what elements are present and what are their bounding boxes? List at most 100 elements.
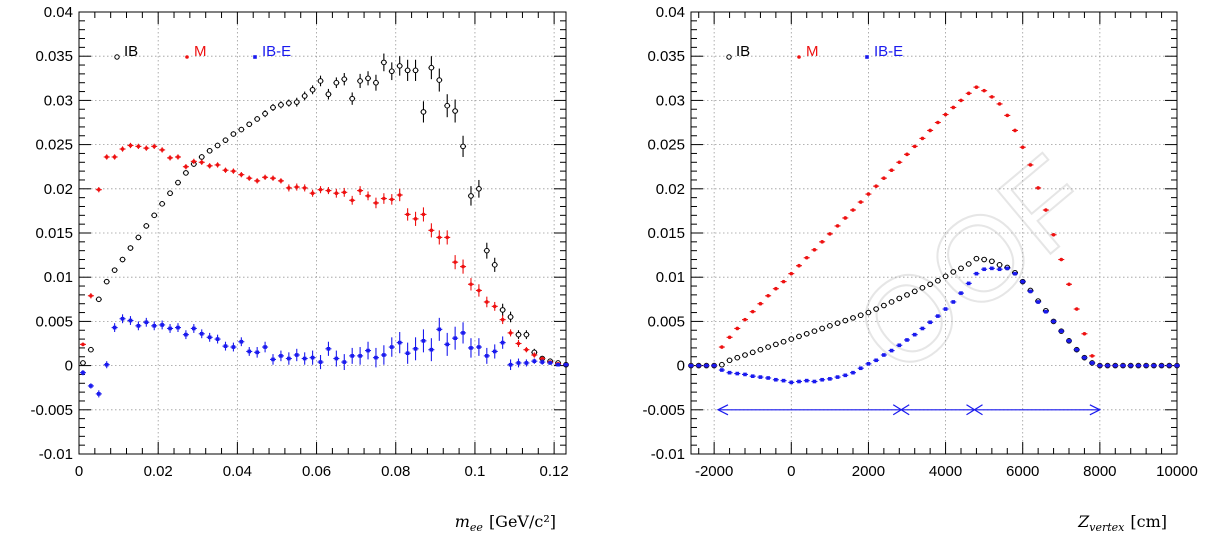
data-point xyxy=(523,347,530,353)
data-point xyxy=(1019,145,1026,150)
data-point xyxy=(965,261,972,267)
data-point xyxy=(811,247,818,252)
data-point xyxy=(349,347,356,364)
data-point xyxy=(380,193,387,204)
data-point xyxy=(911,288,918,295)
data-point xyxy=(919,326,926,331)
data-point xyxy=(515,358,522,368)
data-point xyxy=(780,338,787,345)
x-tick-label: 0.02 xyxy=(144,463,173,480)
data-point xyxy=(765,344,772,350)
data-point xyxy=(230,168,237,174)
data-point xyxy=(95,296,102,303)
data-point xyxy=(452,99,459,123)
data-point xyxy=(531,358,538,364)
grid xyxy=(78,11,566,455)
data-point xyxy=(911,144,918,149)
data-point xyxy=(404,342,411,364)
legend-item: IB xyxy=(114,43,138,60)
data-point xyxy=(803,255,810,260)
data-point xyxy=(412,211,419,226)
y-tick-label: 0.005 xyxy=(647,313,685,330)
x-tick-label: 0.12 xyxy=(540,463,569,480)
data-point xyxy=(695,363,702,368)
range-arrow xyxy=(716,404,1102,416)
x-tick-label: 0.06 xyxy=(302,463,331,480)
data-point xyxy=(174,179,181,186)
data-point xyxy=(167,190,174,197)
y-tick-label: 0.02 xyxy=(44,181,73,198)
data-point xyxy=(726,335,733,340)
data-point xyxy=(757,375,764,379)
data-point xyxy=(119,146,126,152)
legend-label: IB xyxy=(124,43,138,60)
data-point xyxy=(396,56,403,76)
data-point xyxy=(507,329,514,337)
data-point xyxy=(388,62,395,81)
data-point xyxy=(309,85,316,95)
data-point xyxy=(365,71,372,86)
data-point xyxy=(420,329,427,353)
data-point xyxy=(293,348,300,362)
data-point xyxy=(111,267,118,273)
data-point xyxy=(973,255,980,262)
data-point xyxy=(238,126,245,133)
data-point xyxy=(819,240,826,244)
data-point xyxy=(780,378,787,383)
data-point xyxy=(301,91,308,101)
data-point xyxy=(365,341,372,360)
data-point xyxy=(357,186,364,195)
data-point xyxy=(325,187,332,195)
data-point xyxy=(404,59,411,81)
data-point xyxy=(1050,232,1057,237)
data-point xyxy=(309,189,316,197)
data-point xyxy=(834,320,841,326)
legend-item: M xyxy=(797,43,819,60)
data-point xyxy=(1019,279,1026,284)
data-point xyxy=(1135,363,1142,368)
data-point xyxy=(1073,347,1080,352)
y-tick-label: 0.035 xyxy=(35,48,73,65)
y-tick-label: 0.04 xyxy=(44,4,73,21)
data-point xyxy=(198,329,205,339)
data-point xyxy=(127,245,134,251)
data-point xyxy=(349,92,356,105)
data-point xyxy=(523,359,530,367)
data-point xyxy=(942,273,949,280)
right-panel: -0.01 -0.005 0 0.005 0.01 0.015 0.02 0.025 0.03 0… xyxy=(642,4,1197,534)
data-point xyxy=(1058,257,1065,262)
x-tick-label: 0.1 xyxy=(465,463,486,480)
data-point xyxy=(780,279,787,284)
data-point xyxy=(796,263,802,268)
data-point xyxy=(850,370,856,375)
data-point xyxy=(904,152,910,157)
data-point xyxy=(317,186,324,194)
data-point xyxy=(563,362,569,367)
data-point xyxy=(1112,363,1119,368)
data-point xyxy=(167,155,174,161)
data-point xyxy=(927,128,934,133)
data-point xyxy=(182,330,189,340)
data-point xyxy=(965,91,972,96)
data-point xyxy=(523,330,530,340)
legend-item: M xyxy=(185,43,207,60)
data-point xyxy=(749,349,756,356)
data-point xyxy=(143,145,150,151)
data-point xyxy=(475,179,482,198)
data-point xyxy=(958,265,964,272)
data-point xyxy=(981,88,988,93)
data-point xyxy=(365,191,372,201)
data-point xyxy=(515,330,522,340)
data-point xyxy=(285,352,292,365)
data-point xyxy=(873,184,880,188)
data-point xyxy=(483,242,490,259)
data-point xyxy=(507,359,514,371)
data-point xyxy=(103,361,110,369)
x-axis-title: mee [GeV/c²] xyxy=(455,512,556,534)
data-point xyxy=(206,147,213,154)
data-point xyxy=(788,380,795,385)
data-point xyxy=(79,360,86,366)
data-point xyxy=(222,137,229,143)
data-point xyxy=(765,293,772,298)
data-point xyxy=(896,160,903,165)
